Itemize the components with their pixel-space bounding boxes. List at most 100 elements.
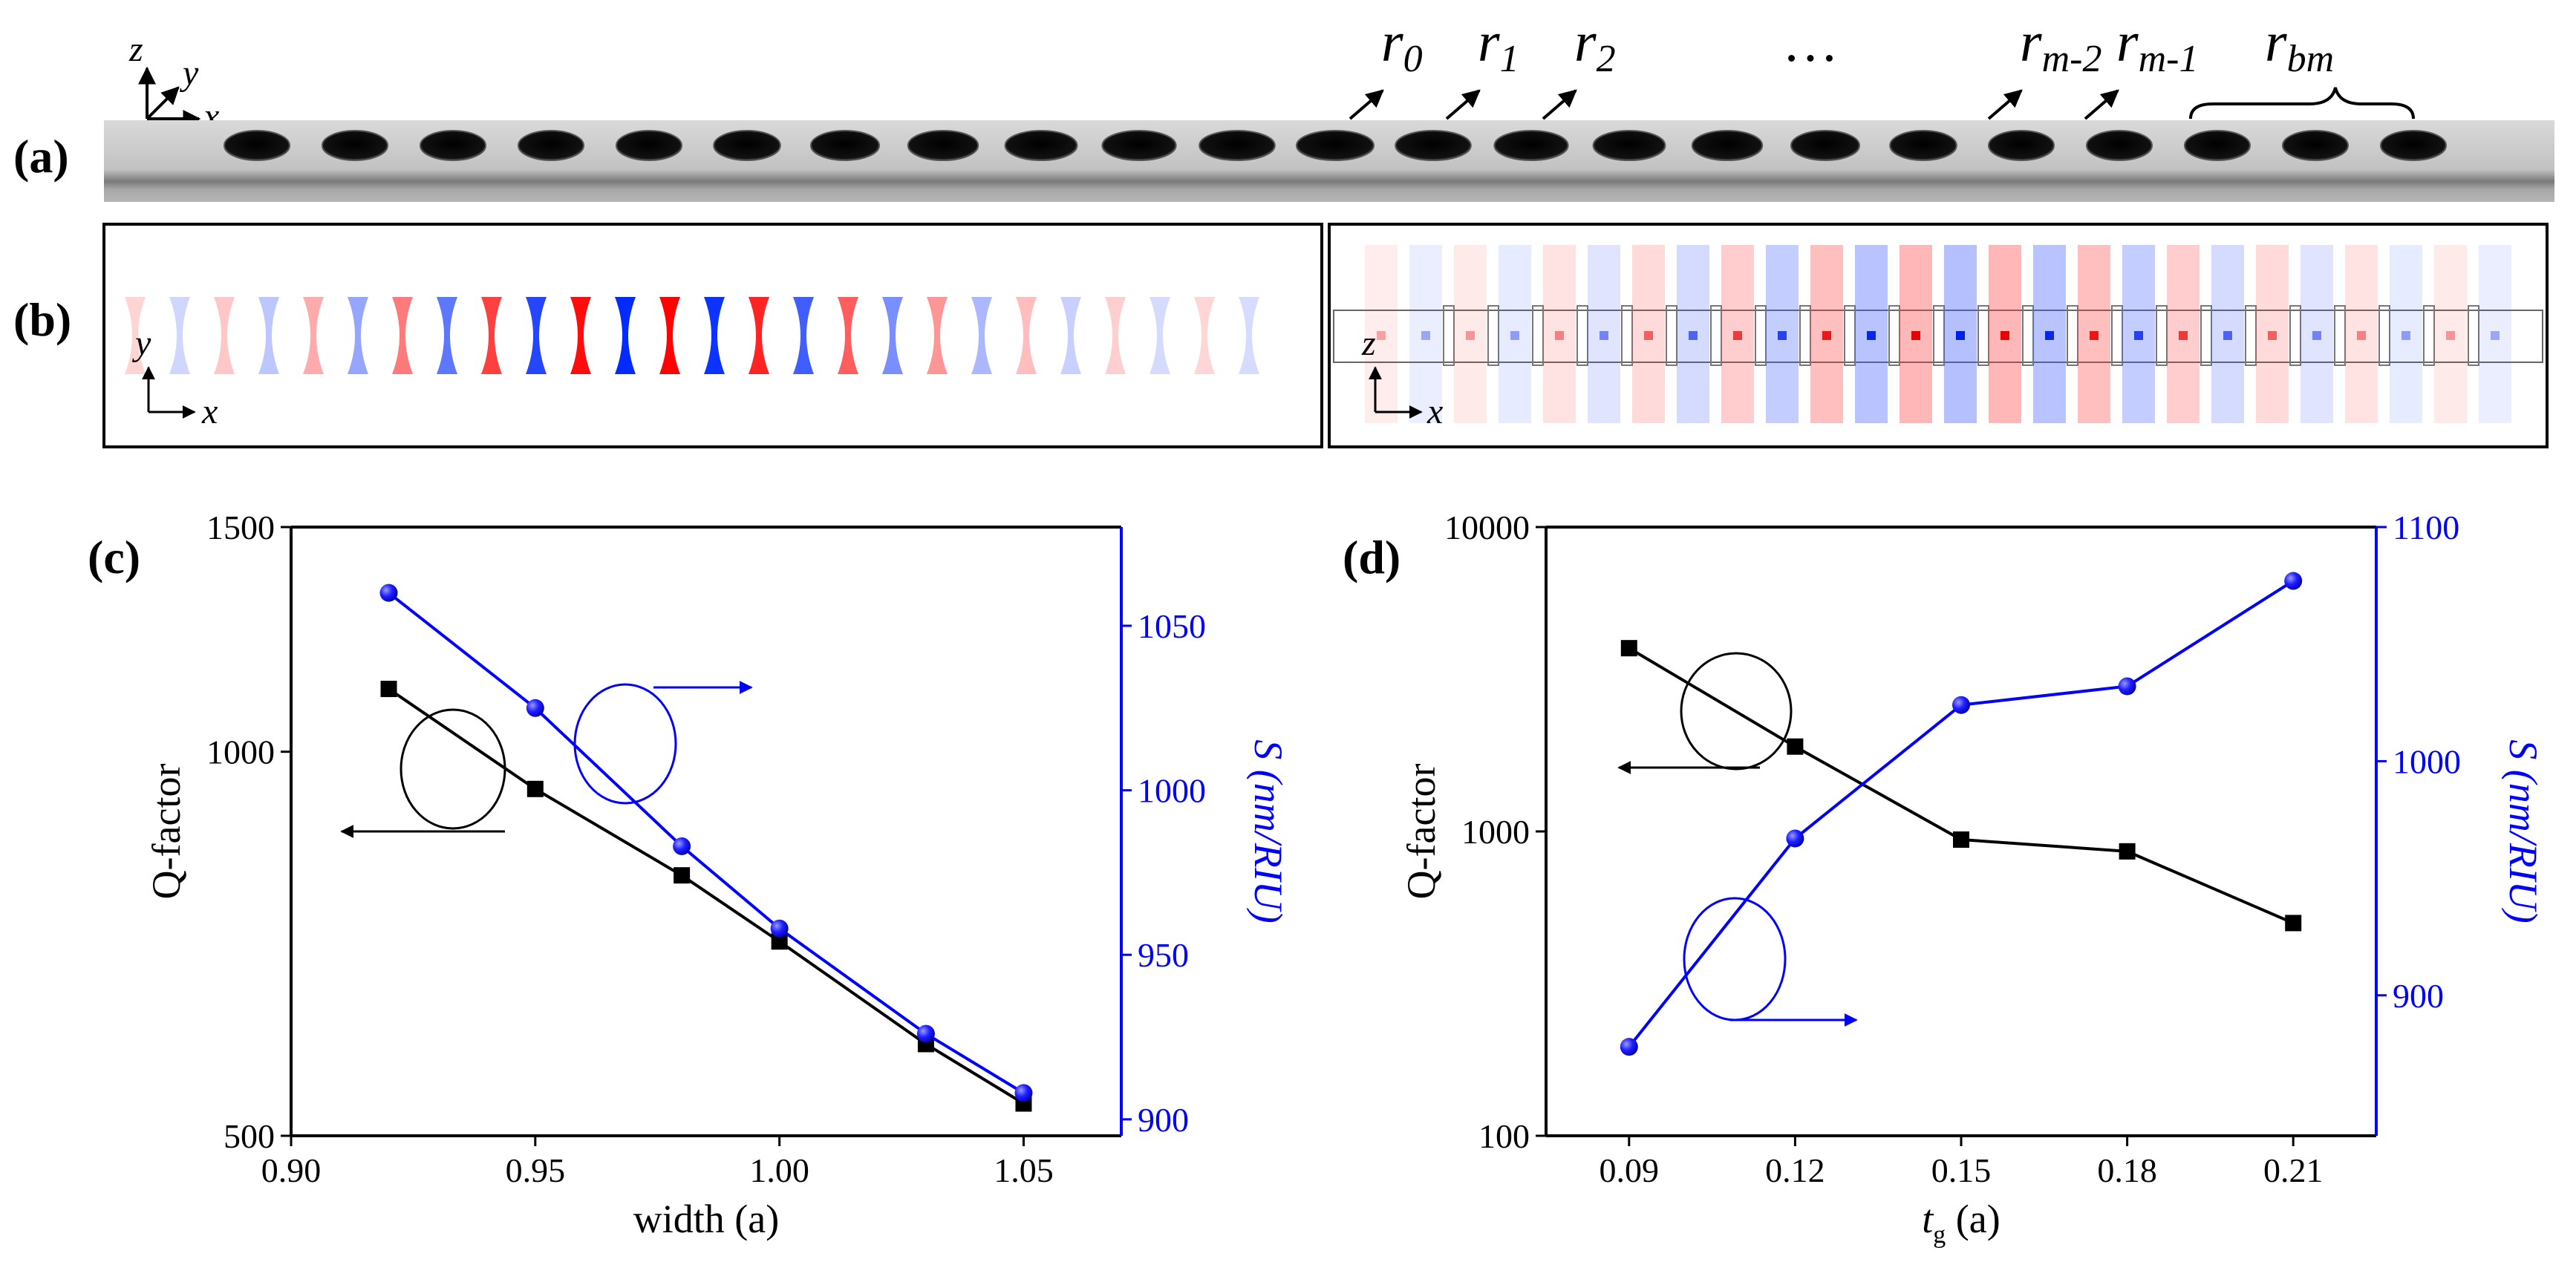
field-lobe — [1239, 297, 1259, 374]
hole-outline — [1755, 305, 1767, 366]
panel-label-b: (b) — [13, 293, 71, 346]
field-band — [1365, 245, 1398, 423]
hole-outline — [1621, 305, 1633, 366]
radius-arrow — [1445, 89, 1481, 120]
field-band — [1588, 245, 1620, 423]
field-band — [2345, 245, 2378, 423]
air-hole — [518, 130, 584, 161]
hole-outline — [1487, 305, 1499, 366]
y2-tick-label: 900 — [1138, 1101, 1189, 1139]
axis-y-label: y — [179, 53, 199, 93]
hole-outline — [1933, 305, 1945, 366]
x-tick-label: 0.95 — [506, 1151, 566, 1189]
s-marker — [526, 699, 544, 717]
chart-d: 0.09 0.12 0.15 0.18 0.21 100 1000 10000 900 1000 1… — [1399, 509, 2546, 1249]
field-core — [2312, 331, 2321, 340]
field-core — [2223, 331, 2232, 340]
y-tick-label: 1500 — [206, 509, 275, 546]
field-core — [2357, 331, 2366, 340]
air-hole — [1988, 130, 2055, 161]
field-core — [1600, 331, 1608, 340]
y2-tick-label: 1000 — [1138, 772, 1206, 810]
hole-outline — [2245, 305, 2257, 366]
panel-b-left-x-label: x — [201, 392, 218, 431]
air-hole — [713, 130, 781, 161]
air-hole — [420, 130, 486, 161]
radius-label: rm-2 — [2020, 11, 2101, 80]
field-lobe — [1105, 297, 1126, 374]
field-map-side-view: z x — [1328, 223, 2549, 448]
panel-label-d: (d) — [1343, 531, 1401, 583]
x-tick-label: 1.05 — [994, 1151, 1054, 1189]
x-tick-label: 1.00 — [749, 1151, 809, 1189]
field-core — [2134, 331, 2143, 340]
y2-axis-label: S (nm/RIU) — [2501, 739, 2546, 923]
y2-axis-label: S (nm/RIU) — [1246, 739, 1291, 923]
q-annotation-circle — [1680, 652, 1793, 771]
air-hole — [224, 130, 290, 161]
field-band — [1543, 245, 1576, 423]
field-lobe — [392, 297, 413, 374]
x-axis-label: width (a) — [633, 1197, 779, 1241]
radius-arrow — [1987, 89, 2023, 120]
chart-c: 0.90 0.95 1.00 1.05 500 1000 1500 900 950 1000 105… — [144, 509, 1291, 1241]
axis-triad-a: z y x — [128, 30, 219, 136]
field-band — [2434, 245, 2467, 423]
panel-b-left-y-label: y — [131, 324, 151, 363]
hole-outline — [1443, 305, 1455, 366]
field-band — [1499, 245, 1531, 423]
s-marker — [2284, 572, 2303, 590]
air-hole — [2086, 130, 2153, 161]
field-core — [1911, 331, 1920, 340]
field-core — [2446, 331, 2455, 340]
y2-tick-label: 900 — [2393, 977, 2444, 1015]
hole-outline — [2067, 305, 2078, 366]
s-marker — [770, 919, 789, 938]
field-lobe — [214, 297, 235, 374]
air-hole — [2184, 130, 2251, 161]
field-core — [1510, 331, 1519, 340]
y-axis-label: Q-factor — [1399, 764, 1444, 900]
y-tick-label: 10000 — [1444, 509, 1530, 546]
field-lobe — [169, 297, 190, 374]
field-lobe — [882, 297, 903, 374]
q-factor-marker — [1620, 640, 1637, 657]
field-core — [1956, 331, 1965, 340]
axis-z-label: z — [128, 30, 143, 69]
hole-outline — [1844, 305, 1856, 366]
air-hole — [1296, 130, 1375, 161]
field-core — [1689, 331, 1698, 340]
field-lobe — [1060, 297, 1081, 374]
field-lobe — [793, 297, 814, 374]
hole-outline — [1532, 305, 1544, 366]
x-tick-label: 0.12 — [1765, 1151, 1825, 1189]
field-core — [1555, 331, 1564, 340]
field-lobe — [971, 297, 992, 374]
field-band — [2301, 245, 2333, 423]
q-factor-marker — [674, 867, 691, 884]
hole-outline — [2156, 305, 2168, 366]
q-factor-marker — [526, 780, 544, 797]
field-lobe — [303, 297, 324, 374]
s-marker — [2118, 677, 2136, 696]
field-lobe — [749, 297, 769, 374]
field-lobe — [258, 297, 279, 374]
field-core — [1822, 331, 1831, 340]
field-map-top-view: y x — [102, 223, 1323, 448]
radius-label: rm-1 — [2116, 11, 2198, 80]
radius-arrow — [2084, 89, 2119, 120]
bm-brace — [2189, 87, 2415, 120]
y-tick-label: 1000 — [1461, 813, 1530, 851]
s-marker — [1786, 829, 1804, 848]
x-tick-label: 0.09 — [1600, 1151, 1660, 1189]
field-band — [2390, 245, 2422, 423]
hole-outline — [2468, 305, 2479, 366]
q-factor-marker — [1953, 831, 1969, 849]
field-lobe — [838, 297, 858, 374]
field-lobe — [348, 297, 368, 374]
q-factor-marker — [380, 681, 397, 698]
field-lobe — [659, 297, 680, 374]
air-hole — [322, 130, 388, 161]
s-marker — [1014, 1084, 1033, 1102]
